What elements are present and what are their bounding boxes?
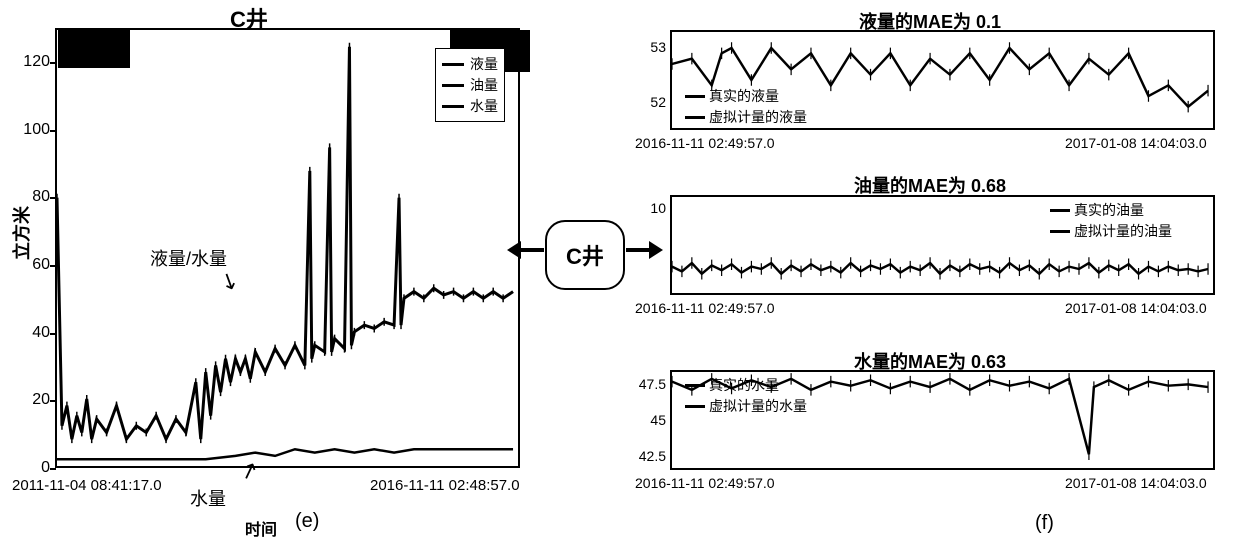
legend-item: 虚拟计量的油量 xyxy=(1074,221,1172,241)
left-chart-panel: C井 立方米 液量 油量 水量 液量/水量 ↘ 水量 ↗ 02040608010… xyxy=(0,0,550,549)
x-tick-start: 2016-11-11 02:49:57.0 xyxy=(635,300,775,316)
legend-item: 真实的油量 xyxy=(1074,200,1144,220)
x-tick-start: 2016-11-11 02:49:57.0 xyxy=(635,135,775,151)
small-legend: 真实的液量虚拟计量的液量 xyxy=(685,85,807,128)
well-node-label: C井 xyxy=(566,239,604,271)
y-tick-label: 53 xyxy=(628,39,666,55)
legend-item: 虚拟计量的水量 xyxy=(709,396,807,416)
annotation-label: 水量 xyxy=(190,485,226,511)
y-tick-label: 100 xyxy=(22,121,50,139)
y-tick-label: 0 xyxy=(22,459,50,477)
legend-item: 真实的液量 xyxy=(709,86,779,106)
x-tick-end: 2016-11-11 02:48:57.0 xyxy=(370,477,520,494)
x-axis-label: 时间 xyxy=(245,516,277,540)
legend-item: 水量 xyxy=(470,96,498,116)
legend-item: 真实的水量 xyxy=(709,375,779,395)
y-tick-label: 52 xyxy=(628,94,666,110)
y-tick-label: 80 xyxy=(22,188,50,206)
y-tick-label: 60 xyxy=(22,256,50,274)
x-tick-start: 2016-11-11 02:49:57.0 xyxy=(635,475,775,491)
y-tick-label: 40 xyxy=(22,324,50,342)
x-tick-start: 2011-11-04 08:41:17.0 xyxy=(12,477,162,494)
x-tick-end: 2017-01-08 14:04:03.0 xyxy=(1065,475,1207,491)
right-charts-panel: 液量的MAE为 0.152532016-11-11 02:49:57.02017… xyxy=(620,0,1239,549)
y-axis-label: 立方米 xyxy=(8,206,34,260)
y-tick-label: 20 xyxy=(22,391,50,409)
subplot-label: (e) xyxy=(295,510,319,533)
well-node: C井 xyxy=(545,220,625,290)
y-tick-label: 120 xyxy=(22,53,50,71)
x-tick-end: 2017-01-08 14:04:03.0 xyxy=(1065,300,1207,316)
subplot-label: (f) xyxy=(1035,512,1054,535)
small-legend: 真实的油量虚拟计量的油量 xyxy=(1050,199,1172,242)
arrow-left-icon xyxy=(510,248,544,252)
y-tick-label: 42.5 xyxy=(628,448,666,464)
small-legend: 真实的水量虚拟计量的水量 xyxy=(685,374,807,417)
legend-item: 油量 xyxy=(470,75,498,95)
arrow-right-icon xyxy=(626,248,660,252)
y-tick-label: 10 xyxy=(628,200,666,216)
redaction-box xyxy=(58,30,130,68)
x-tick-end: 2017-01-08 14:04:03.0 xyxy=(1065,135,1207,151)
y-tick-label: 47.5 xyxy=(628,376,666,392)
left-legend: 液量 油量 水量 xyxy=(435,48,505,122)
legend-item: 虚拟计量的液量 xyxy=(709,107,807,127)
legend-item: 液量 xyxy=(470,54,498,74)
y-tick-label: 45 xyxy=(628,412,666,428)
annotation-label: 液量/水量 xyxy=(150,245,227,271)
